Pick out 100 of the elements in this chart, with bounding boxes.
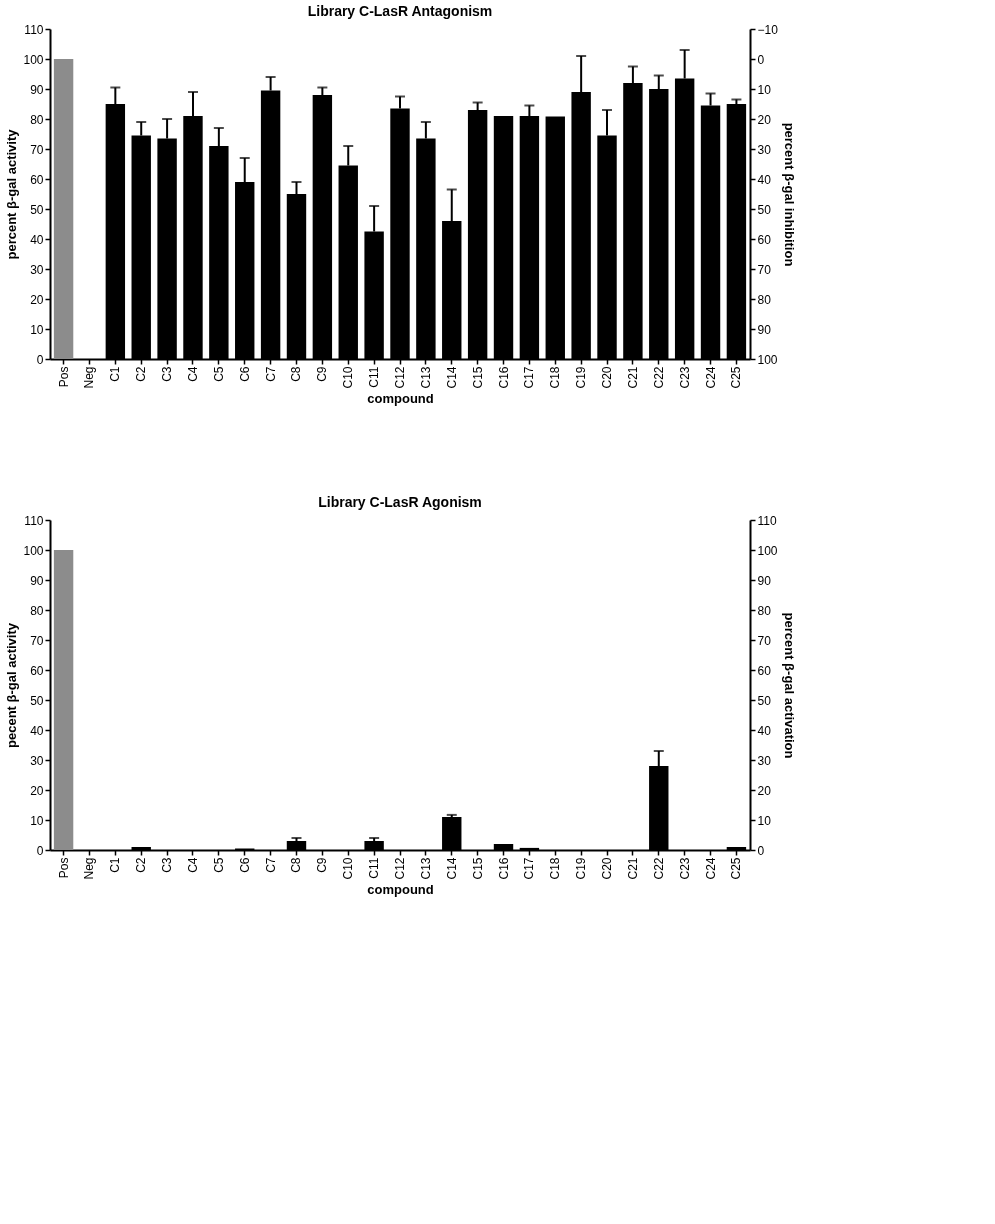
y-tick-label: 20 bbox=[30, 292, 44, 307]
y2-tick-label: 20 bbox=[757, 112, 772, 127]
y2-tick-label: 100 bbox=[757, 543, 778, 558]
x-tick-label: C21 bbox=[625, 857, 640, 880]
x-tick-label: C24 bbox=[703, 366, 718, 389]
x-axis-title: compound bbox=[367, 881, 434, 897]
x-tick-label: C18 bbox=[548, 366, 563, 389]
x-tick-label: C3 bbox=[160, 857, 175, 873]
x-tick-label: C5 bbox=[211, 366, 226, 382]
x-tick-label: C17 bbox=[522, 857, 537, 880]
y2-tick-label: 80 bbox=[757, 292, 772, 307]
x-tick-label: C15 bbox=[470, 366, 485, 389]
x-tick-label: C25 bbox=[729, 857, 744, 880]
y-tick-label: 100 bbox=[23, 543, 44, 558]
x-tick-label: C19 bbox=[574, 366, 589, 389]
x-tick-label: C12 bbox=[393, 366, 407, 389]
x-tick-label: C19 bbox=[574, 857, 589, 880]
x-tick-label: C18 bbox=[548, 857, 563, 880]
x-tick-label: C21 bbox=[625, 366, 640, 389]
y2-tick-label: 0 bbox=[757, 843, 765, 858]
y2-tick-label: 90 bbox=[757, 573, 772, 588]
x-tick-label: C4 bbox=[185, 366, 200, 382]
y2-tick-label: 20 bbox=[757, 783, 772, 798]
y-tick-label: 70 bbox=[30, 633, 44, 648]
x-tick-label: C16 bbox=[496, 857, 511, 880]
y-tick-label: 110 bbox=[24, 513, 44, 528]
y-tick-label: 110 bbox=[24, 22, 44, 37]
y2-tick-label: 110 bbox=[757, 513, 777, 528]
x-tick-label: C9 bbox=[315, 857, 330, 873]
x-tick-label: C7 bbox=[263, 366, 278, 382]
x-axis-title: compound bbox=[367, 390, 434, 406]
y-tick-label: 50 bbox=[30, 202, 44, 217]
y-tick-label: 100 bbox=[23, 52, 44, 67]
y2-tick-label: 50 bbox=[757, 202, 772, 217]
y2-tick-label: 60 bbox=[757, 663, 772, 678]
x-tick-label: C2 bbox=[134, 857, 149, 873]
x-tick-label: Pos bbox=[56, 857, 71, 879]
x-tick-label: C12 bbox=[393, 857, 407, 880]
x-tick-label: C8 bbox=[289, 366, 304, 382]
x-tick-label: C8 bbox=[289, 857, 304, 873]
x-tick-label: C22 bbox=[651, 857, 666, 880]
y-tick-label: 0 bbox=[36, 843, 44, 858]
x-tick-label: C23 bbox=[677, 857, 692, 880]
y-tick-label: 60 bbox=[30, 663, 44, 678]
y-axis-title: percent β-gal activity bbox=[4, 128, 20, 260]
x-tick-label: C10 bbox=[341, 857, 356, 880]
x-tick-label: C2 bbox=[134, 366, 149, 382]
x-tick-label: C22 bbox=[651, 366, 666, 389]
x-tick-label: Pos bbox=[56, 366, 71, 388]
x-tick-label: C14 bbox=[444, 857, 459, 880]
x-tick-label: C17 bbox=[522, 366, 537, 389]
x-tick-label: C5 bbox=[211, 857, 226, 873]
x-tick-label: C13 bbox=[418, 366, 433, 389]
x-tick-label: C15 bbox=[470, 857, 485, 880]
x-tick-label: C23 bbox=[677, 366, 692, 389]
x-tick-label: C1 bbox=[108, 366, 123, 382]
y2-tick-label: 70 bbox=[757, 633, 772, 648]
y-tick-label: 50 bbox=[30, 693, 44, 708]
y2-tick-label: 40 bbox=[757, 723, 772, 738]
y-tick-label: 20 bbox=[30, 783, 44, 798]
y2-tick-label: 50 bbox=[757, 693, 772, 708]
y-tick-label: 70 bbox=[30, 142, 44, 157]
y-axis-title: pecent β-gal activity bbox=[4, 622, 20, 748]
y2-tick-label: 70 bbox=[757, 262, 772, 277]
x-tick-label: C1 bbox=[108, 857, 123, 873]
x-tick-label: C20 bbox=[600, 857, 615, 880]
x-tick-label: C11 bbox=[367, 857, 382, 879]
x-tick-label: C14 bbox=[444, 366, 459, 389]
y-tick-label: 40 bbox=[30, 232, 44, 247]
y2-tick-label: 30 bbox=[757, 142, 772, 157]
y-tick-label: 90 bbox=[30, 82, 44, 97]
x-tick-label: Neg bbox=[82, 857, 97, 880]
y2-tick-label: 10 bbox=[757, 82, 772, 97]
y2-tick-label: 40 bbox=[757, 172, 772, 187]
x-tick-label: C3 bbox=[160, 366, 175, 382]
x-tick-label: C7 bbox=[263, 857, 278, 873]
x-tick-label: C9 bbox=[315, 366, 330, 382]
bar bbox=[53, 59, 74, 359]
x-tick-label: Neg bbox=[82, 366, 97, 389]
y2-axis-title: percent β-gal activation bbox=[781, 612, 797, 759]
y2-tick-label: 100 bbox=[757, 352, 778, 367]
y-tick-label: 30 bbox=[30, 262, 44, 277]
x-tick-label: C16 bbox=[496, 366, 511, 389]
y2-tick-label: −10 bbox=[757, 22, 779, 37]
y2-tick-label: 10 bbox=[757, 813, 772, 828]
x-tick-label: C10 bbox=[341, 366, 356, 389]
y-tick-label: 30 bbox=[30, 753, 44, 768]
y2-axis-title: percent β-gal inhibition bbox=[781, 122, 797, 267]
y2-tick-label: 0 bbox=[757, 52, 765, 67]
chart-title: Library C-LasR Agonism bbox=[318, 494, 482, 510]
y-tick-label: 90 bbox=[30, 573, 44, 588]
x-tick-label: C13 bbox=[418, 857, 433, 880]
y-tick-label: 0 bbox=[36, 352, 44, 367]
y-tick-label: 60 bbox=[30, 172, 44, 187]
x-tick-label: C4 bbox=[185, 857, 200, 873]
y2-tick-label: 90 bbox=[757, 322, 772, 337]
y-tick-label: 80 bbox=[30, 603, 44, 618]
bar bbox=[53, 550, 74, 850]
x-tick-label: C6 bbox=[237, 366, 252, 382]
x-tick-label: C20 bbox=[600, 366, 615, 389]
